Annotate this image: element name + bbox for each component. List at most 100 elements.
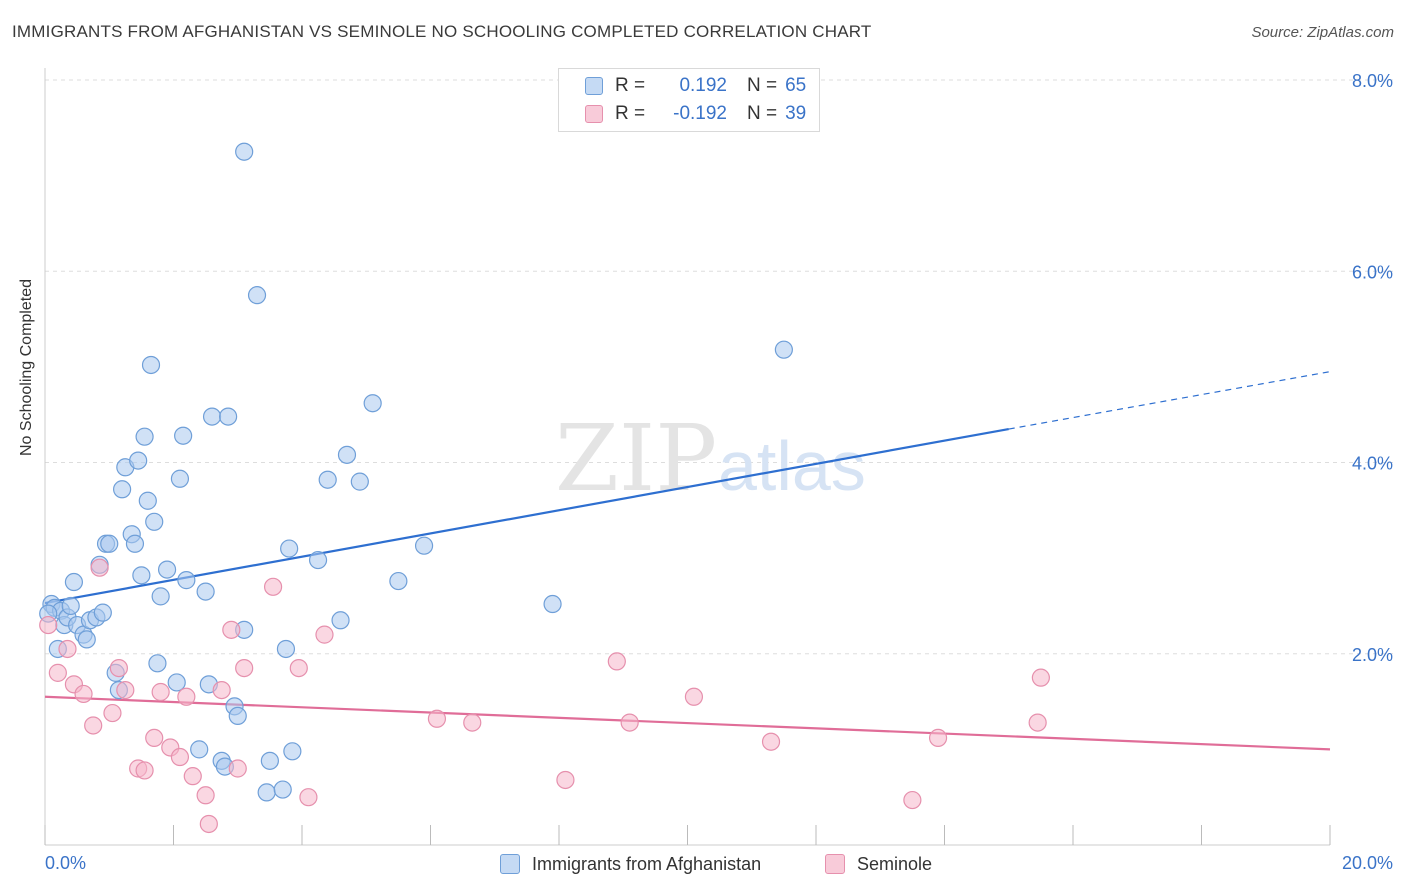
point-afghanistan (141, 355, 161, 375)
point-seminole (928, 728, 948, 748)
trend-lines (44, 371, 1331, 751)
point-seminole (39, 615, 58, 635)
point-afghanistan (774, 340, 793, 359)
point-afghanistan (145, 512, 164, 531)
point-afghanistan (543, 594, 562, 614)
point-afghanistan (148, 654, 167, 673)
point-afghanistan (151, 587, 170, 606)
point-afghanistan (129, 451, 148, 470)
y-tick-label: 8.0% (1352, 71, 1393, 91)
point-afghanistan (235, 142, 254, 161)
legend-n-label: N = (747, 75, 778, 96)
point-seminole (170, 747, 190, 767)
point-afghanistan (331, 611, 350, 630)
point-seminole (1031, 668, 1050, 687)
legend-r-label: R = (615, 75, 646, 96)
legend-row-afghanistan: R = 0.192 N = 65 (585, 73, 806, 99)
point-afghanistan (138, 491, 157, 510)
point-afghanistan (112, 480, 132, 499)
x-tick-label: 20.0% (1342, 853, 1393, 873)
point-afghanistan (273, 780, 292, 799)
y-tick-label: 6.0% (1352, 262, 1393, 282)
bottom-legend-afghanistan: Immigrants from Afghanistan (500, 852, 761, 876)
point-afghanistan (170, 469, 190, 488)
trend-line (44, 695, 1331, 751)
legend-r-label: R = (615, 103, 646, 124)
point-seminole (684, 687, 704, 706)
point-seminole (48, 663, 67, 682)
point-seminole (556, 770, 575, 790)
point-afghanistan (280, 539, 299, 558)
grid-lines (45, 79, 1395, 655)
point-seminole (620, 713, 639, 732)
bottom-legend-label: Seminole (857, 853, 933, 874)
y-tick-label: 4.0% (1352, 454, 1393, 474)
point-afghanistan (100, 534, 119, 553)
point-afghanistan (157, 560, 177, 579)
point-afghanistan (93, 603, 112, 622)
tick-labels: 2.0% 4.0% 6.0% 8.0% 0.0% 20.0% (45, 71, 1393, 873)
legend-row-seminole: R = -0.192 N = 39 (585, 101, 806, 127)
point-afghanistan (64, 572, 84, 592)
point-afghanistan (276, 639, 296, 659)
point-seminole (177, 687, 196, 706)
blue-swatch-icon (585, 77, 603, 95)
point-afghanistan (202, 407, 222, 426)
watermark-zip: ZIP (555, 405, 717, 512)
legend-n-label: N = (747, 103, 778, 124)
point-afghanistan (414, 536, 434, 555)
point-afghanistan (132, 566, 151, 585)
point-seminole (196, 786, 215, 805)
trend-line-extension (1008, 371, 1331, 430)
point-afghanistan (125, 534, 145, 553)
chart-title: IMMIGRANTS FROM AFGHANISTAN VS SEMINOLE … (12, 22, 872, 41)
point-seminole (1028, 713, 1047, 732)
pink-swatch-icon (825, 854, 845, 874)
legend-n-value: 65 (785, 75, 807, 96)
bottom-legend-label: Immigrants from Afghanistan (532, 853, 762, 874)
y-tick-label: 2.0% (1352, 645, 1393, 665)
legend-n-value: 39 (785, 103, 807, 124)
point-seminole (235, 658, 254, 678)
point-seminole (135, 761, 154, 780)
source-label: Source: ZipAtlas.com (1251, 24, 1394, 41)
legend-r-value: 0.192 (679, 75, 727, 96)
point-afghanistan (283, 742, 302, 761)
point-seminole (145, 728, 164, 748)
watermark-atlas: atlas (718, 427, 866, 505)
y-axis-label: No Schooling Completed (18, 279, 35, 456)
point-seminole (299, 788, 318, 807)
point-seminole (212, 680, 231, 700)
point-seminole (289, 658, 308, 678)
point-afghanistan (61, 596, 80, 616)
point-seminole (222, 620, 241, 639)
point-seminole (151, 682, 170, 702)
point-afghanistan (135, 427, 154, 446)
point-seminole (116, 680, 135, 700)
point-afghanistan (363, 394, 382, 413)
point-afghanistan (257, 783, 276, 802)
correlation-legend: R = 0.192 N = 65 R = -0.192 N = 39 (558, 68, 820, 132)
point-afghanistan (77, 630, 96, 649)
point-seminole (315, 625, 334, 644)
point-seminole (228, 759, 247, 778)
point-seminole (607, 652, 626, 671)
point-seminole (103, 703, 122, 723)
bottom-legend-seminole: Seminole (825, 852, 932, 876)
point-seminole (90, 558, 109, 577)
point-afghanistan (167, 673, 186, 692)
axes (44, 68, 1331, 846)
point-afghanistan (219, 407, 238, 426)
trend-line (44, 427, 1009, 605)
point-afghanistan (260, 751, 279, 770)
point-seminole (183, 767, 202, 786)
point-seminole (761, 732, 781, 751)
legend-r-value: -0.192 (673, 103, 727, 124)
point-afghanistan (308, 550, 328, 570)
point-afghanistan (177, 571, 196, 590)
point-afghanistan (196, 582, 215, 601)
point-seminole (58, 639, 77, 659)
point-seminole (463, 713, 482, 732)
pink-swatch-icon (585, 105, 603, 123)
